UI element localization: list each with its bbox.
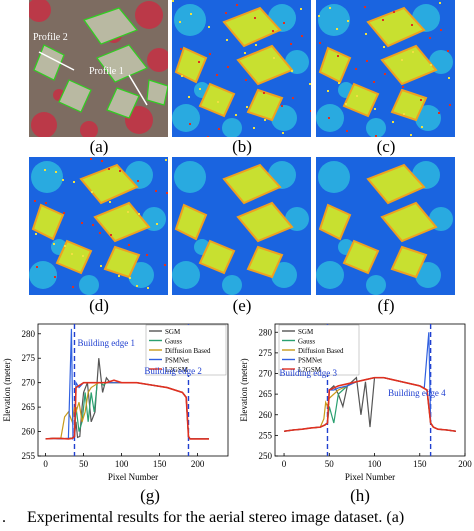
x-tick-label: 50 xyxy=(79,459,89,469)
x-tick-label: 200 xyxy=(191,459,205,469)
y-axis-label: Elevation (meter) xyxy=(2,358,12,421)
y-tick-label: 280 xyxy=(259,327,273,337)
label-b: (b) xyxy=(232,137,252,156)
plot-frame xyxy=(274,323,466,457)
label-a: (a) xyxy=(89,137,109,156)
depth-map-e xyxy=(172,157,311,295)
legend-entry: PSMNet xyxy=(165,357,189,365)
y-tick-label: 260 xyxy=(22,427,36,437)
legend-entry: PSMNet xyxy=(298,357,322,365)
x-tick-label: 0 xyxy=(282,459,287,469)
y-tick-label: 255 xyxy=(22,451,36,461)
profile-1-label: Profile 1 xyxy=(89,66,124,77)
y-tick-label: 265 xyxy=(259,389,273,399)
depth-map-b-image xyxy=(172,0,311,137)
legend-entry: L2GSM xyxy=(165,366,189,374)
label-h: (h) xyxy=(350,486,370,505)
elevation-profile-chart-h: 0 50 100 150 200 250 255 260 265 270 275 280 Pixel N… xyxy=(239,323,472,482)
y-tick-label: 265 xyxy=(22,402,36,412)
x-tick-label: 200 xyxy=(458,459,472,469)
x-tick-label: 150 xyxy=(153,459,167,469)
label-f: (f) xyxy=(377,296,395,315)
y-tick-label: 255 xyxy=(259,430,273,440)
y-tick-label: 260 xyxy=(259,410,273,420)
building-edge-annotation: Building edge 2 xyxy=(144,366,202,376)
depth-map-d xyxy=(29,157,168,295)
x-axis-label: Pixel Number xyxy=(345,472,395,482)
label-g: (g) xyxy=(140,486,160,505)
legend-entry: SGM xyxy=(165,328,181,336)
aerial-image: Profile 2 Profile 1 xyxy=(29,0,168,137)
depth-map-c xyxy=(316,0,455,137)
series-line-l2gsm xyxy=(45,379,209,440)
x-tick-label: 0 xyxy=(43,459,48,469)
building-edge-annotation: Building edge 1 xyxy=(78,338,135,348)
label-e: (e) xyxy=(232,296,252,315)
depth-map-b xyxy=(172,0,311,137)
y-tick-label: 275 xyxy=(22,353,36,363)
x-tick-label: 50 xyxy=(325,459,335,469)
elevation-profile-chart-g: 0 50 100 150 200 255 260 265 270 275 280 Pixel Numb… xyxy=(2,323,229,482)
building-edge-annotation: Building edge 3 xyxy=(280,368,338,378)
legend-entry: SGM xyxy=(298,328,314,336)
depth-map-f-image xyxy=(316,157,455,295)
x-tick-label: 150 xyxy=(413,459,427,469)
aerial-image-panel: Profile 2 Profile 1 xyxy=(29,0,168,137)
y-tick-label: 270 xyxy=(259,369,273,379)
legend-entry: Diffusion Based xyxy=(298,347,344,355)
y-tick-label: 280 xyxy=(22,329,36,339)
legend-entry: Diffusion Based xyxy=(165,347,211,355)
depth-map-c-image xyxy=(316,0,455,137)
x-tick-label: 100 xyxy=(368,459,382,469)
profile-2-label: Profile 2 xyxy=(33,32,68,43)
building-edge-annotation: Building edge 4 xyxy=(388,388,446,398)
y-tick-label: 270 xyxy=(22,378,36,388)
label-d: (d) xyxy=(89,296,109,315)
y-tick-label: 275 xyxy=(259,348,273,358)
plot-frame xyxy=(37,323,229,457)
depth-map-d-image xyxy=(29,157,168,295)
caption-prefix: . xyxy=(2,509,6,526)
label-c: (c) xyxy=(376,137,396,156)
x-axis-label: Pixel Number xyxy=(108,472,158,482)
legend-entry: Gauss xyxy=(165,338,182,346)
series-line-l2gsm xyxy=(283,376,457,433)
x-tick-label: 100 xyxy=(115,459,129,469)
legend-entry: Gauss xyxy=(298,338,315,346)
legend-entry: L2GSM xyxy=(298,366,322,374)
depth-map-f xyxy=(316,157,455,295)
y-axis-label: Elevation (meter) xyxy=(239,358,249,421)
depth-map-e-image xyxy=(172,157,311,295)
caption-text: Experimental results for the aerial ster… xyxy=(27,509,405,526)
y-tick-label: 250 xyxy=(259,451,273,461)
